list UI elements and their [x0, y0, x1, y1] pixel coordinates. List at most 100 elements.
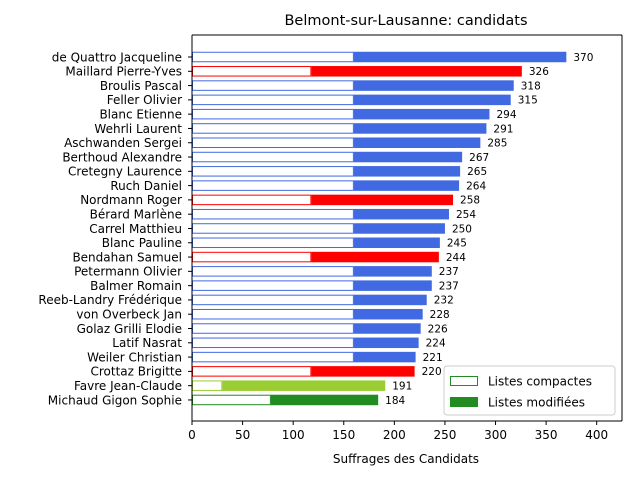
- bar-modified: [270, 394, 379, 406]
- bar-compact: [192, 266, 354, 277]
- value-label: 237: [439, 280, 459, 292]
- bar-modified: [353, 237, 440, 249]
- category-label: Balmer Romain: [90, 279, 182, 293]
- category-label: Blanc Pauline: [102, 236, 182, 250]
- category-label: Weiler Christian: [87, 350, 182, 364]
- bar-compact: [192, 237, 354, 249]
- bar-compact: [192, 351, 354, 363]
- bar-modified: [353, 208, 449, 220]
- bar-compact: [192, 51, 354, 63]
- value-label: 191: [392, 380, 412, 392]
- bar-modified: [353, 151, 463, 163]
- x-tick-label: 350: [535, 428, 558, 442]
- legend-swatch: [450, 397, 478, 407]
- value-label: 226: [428, 323, 448, 335]
- bar-modified: [353, 294, 427, 306]
- value-label: 258: [460, 195, 480, 207]
- value-label: 294: [496, 109, 516, 121]
- bar-compact: [192, 94, 354, 106]
- bar-compact: [192, 394, 271, 406]
- bar-modified: [353, 323, 421, 334]
- bar-modified: [353, 223, 445, 234]
- bar-compact: [192, 80, 354, 91]
- bar-compact: [192, 137, 354, 148]
- bar-compact: [192, 208, 354, 220]
- bar-compact: [192, 280, 354, 291]
- x-tick-label: 0: [188, 428, 196, 442]
- bar-modified: [353, 94, 511, 106]
- bar-compact: [192, 366, 312, 377]
- x-tick-label: 250: [433, 428, 456, 442]
- value-label: 245: [447, 238, 467, 250]
- bar-modified: [353, 108, 490, 120]
- bar-modified: [353, 266, 432, 277]
- bar-modified: [353, 166, 461, 177]
- value-label: 250: [452, 223, 472, 235]
- legend-swatch: [450, 376, 478, 386]
- category-label: Blanc Etienne: [99, 107, 182, 121]
- category-label: Broulis Pascal: [100, 79, 182, 93]
- bar-compact: [192, 323, 354, 334]
- value-label: 264: [466, 180, 486, 192]
- x-axis-label: Suffrages des Candidats: [333, 452, 479, 466]
- category-label: Petermann Olivier: [74, 265, 182, 279]
- value-label: 232: [434, 295, 454, 307]
- bar-modified: [311, 251, 439, 263]
- category-label: von Overbeck Jan: [76, 308, 182, 322]
- category-label: Maillard Pierre-Yves: [65, 65, 182, 79]
- category-label: Bendahan Samuel: [72, 250, 182, 264]
- bar-compact: [192, 108, 354, 120]
- bar-modified: [353, 308, 423, 320]
- value-label: 244: [446, 252, 466, 264]
- value-label: 265: [467, 166, 487, 178]
- bar-modified: [311, 66, 522, 77]
- bar-modified: [353, 123, 487, 134]
- bar-modified: [311, 194, 454, 206]
- bar-compact: [192, 337, 354, 349]
- category-label: Favre Jean-Claude: [74, 379, 182, 393]
- bar-modified: [353, 280, 432, 291]
- value-label: 228: [430, 309, 450, 321]
- bar-modified: [353, 137, 481, 148]
- bars-layer: [192, 51, 567, 406]
- bar-modified: [353, 351, 416, 363]
- category-label: Ruch Daniel: [110, 179, 182, 193]
- category-label: Nordmann Roger: [80, 193, 182, 207]
- category-label: Carrel Matthieu: [89, 222, 182, 236]
- bar-modified: [353, 337, 419, 349]
- value-label: 285: [487, 138, 507, 150]
- value-label: 291: [493, 123, 513, 135]
- bar-compact: [192, 180, 354, 191]
- category-label: Bérard Marlène: [90, 207, 182, 221]
- value-label: 267: [469, 152, 489, 164]
- value-label: 318: [521, 80, 541, 92]
- value-label: 370: [573, 52, 593, 64]
- x-tick-label: 150: [332, 428, 355, 442]
- bar-compact: [192, 194, 312, 206]
- bar-compact: [192, 308, 354, 320]
- category-label: Wehrli Laurent: [94, 122, 182, 136]
- value-label: 237: [439, 266, 459, 278]
- x-ticks: 0 50 100 150 200 250 300 350 400: [188, 421, 608, 442]
- bar-compact: [192, 223, 354, 234]
- legend-label: Listes compactes: [488, 375, 592, 389]
- value-label: 220: [422, 366, 442, 378]
- category-label: Crottaz Brigitte: [90, 365, 182, 379]
- bar-compact: [192, 251, 312, 263]
- bar-modified: [311, 366, 415, 377]
- bar-modified: [353, 80, 514, 91]
- category-label: Cretegny Laurence: [68, 165, 182, 179]
- x-tick-label: 100: [282, 428, 305, 442]
- x-tick-label: 400: [585, 428, 608, 442]
- category-label: Reeb-Landry Frédérique: [38, 293, 182, 307]
- bar-compact: [192, 66, 312, 77]
- category-label: de Quattro Jacqueline: [52, 50, 182, 64]
- bar-compact: [192, 123, 354, 134]
- category-label: Berthoud Alexandre: [62, 150, 182, 164]
- value-label: 224: [426, 338, 446, 350]
- x-tick-label: 200: [383, 428, 406, 442]
